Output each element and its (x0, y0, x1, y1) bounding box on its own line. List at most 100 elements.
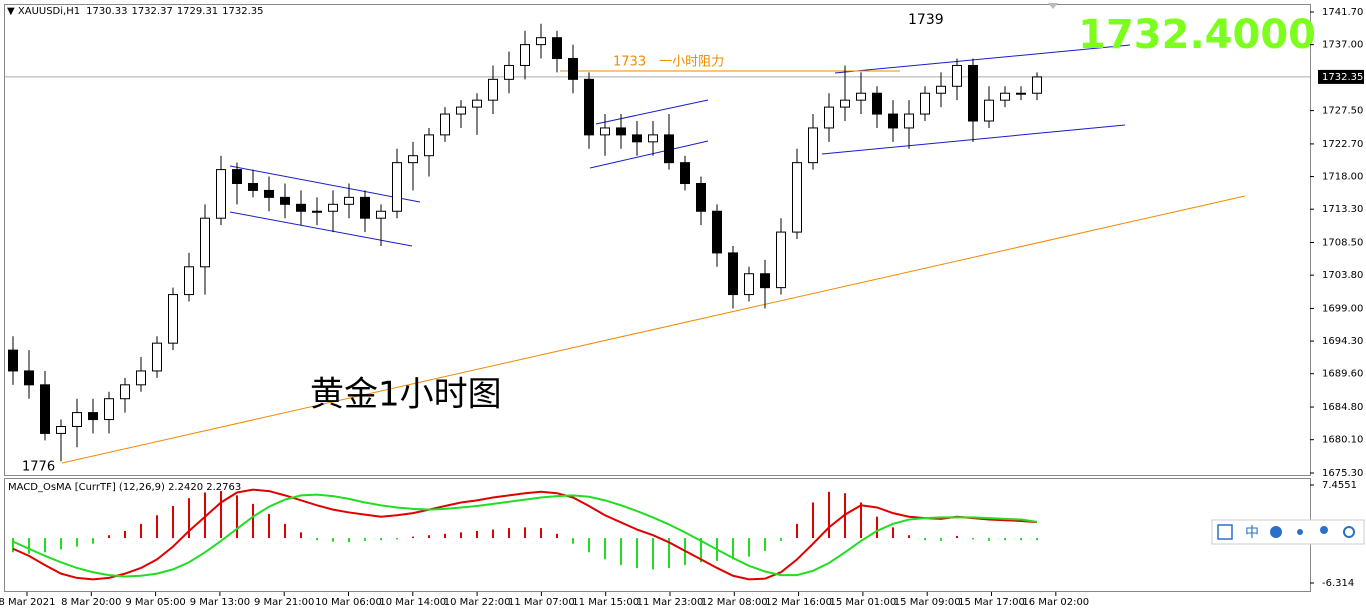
candle-body (184, 266, 194, 296)
y-tick-label: 1680.10 (1322, 435, 1363, 446)
candle-body (168, 294, 178, 344)
candle-body (520, 44, 530, 66)
candle-body (616, 127, 626, 136)
shift-marker (1048, 3, 1058, 9)
candle-body (328, 203, 338, 212)
histogram-bar (1004, 538, 1006, 541)
candle-body (248, 182, 258, 191)
candle-body (1000, 92, 1010, 101)
histogram-bar (572, 538, 574, 544)
icon[interactable] (1297, 529, 1303, 535)
histogram-bar (156, 515, 158, 539)
candle-body (712, 210, 722, 254)
icon[interactable] (1217, 524, 1233, 540)
candle-body (120, 384, 130, 400)
y-tick-label: 1713.30 (1322, 204, 1363, 215)
histogram-bar (124, 530, 126, 539)
candle-body (408, 155, 418, 164)
icon[interactable] (1343, 526, 1355, 538)
macd-line (12, 488, 1038, 581)
candle-body (840, 99, 850, 108)
candle-body (152, 342, 162, 372)
candle-body (728, 252, 738, 296)
histogram-bar (332, 538, 334, 542)
candle-body (568, 58, 578, 80)
price-annotation: 1732.4000 (1078, 12, 1316, 58)
y-tick-label: 1737.00 (1322, 40, 1363, 51)
histogram-bar (668, 538, 670, 568)
candle-body (936, 85, 946, 94)
histogram-bar (828, 491, 830, 539)
trend-line (61, 195, 1246, 464)
candle-body (200, 217, 210, 268)
icon[interactable] (1320, 526, 1328, 534)
indicator-tick-label: -6.314 (1322, 578, 1354, 589)
x-tick-label: 10 Mar 06:00 (315, 597, 382, 608)
candle-body (312, 210, 322, 213)
candle-body (456, 106, 466, 115)
ohlc-value: 1730.33 (86, 6, 127, 17)
histogram-bar (28, 538, 30, 554)
x-tick-label: 10 Mar 14:00 (379, 597, 446, 608)
candle-body (424, 134, 434, 157)
candle-body (72, 412, 82, 427)
histogram-bar (876, 516, 878, 539)
histogram-bar (284, 523, 286, 539)
histogram-bar (76, 538, 78, 547)
candle-body (824, 106, 834, 129)
histogram-bar (908, 535, 910, 539)
candle-body (8, 349, 18, 372)
x-tick-label: 9 Mar 21:00 (254, 597, 314, 608)
toolbar-frame (1211, 519, 1365, 545)
candle-body (56, 425, 66, 434)
histogram-bar (140, 523, 142, 539)
candle-body (1032, 76, 1042, 94)
histogram-bar (204, 492, 206, 539)
histogram-bar (524, 527, 526, 539)
y-tick-label: 1689.60 (1322, 369, 1363, 380)
ohlc-value: 1732.37 (131, 6, 172, 17)
histogram-bar (396, 538, 398, 540)
channel-line (834, 44, 1131, 74)
ohlc-value: 1729.31 (177, 6, 218, 17)
histogram-bar (860, 502, 862, 539)
candle-body (264, 189, 274, 198)
annotation: 1776 (22, 460, 55, 475)
candle-body (488, 78, 498, 101)
icon[interactable] (1270, 526, 1282, 538)
histogram-bar (444, 533, 446, 539)
histogram-bar (300, 532, 302, 539)
candle-body (344, 196, 354, 205)
histogram-bar (1036, 538, 1038, 541)
candle-body (920, 92, 930, 115)
current-price-label: 1732.35 (1322, 72, 1363, 83)
candle-body (984, 99, 994, 122)
candle-body (504, 64, 514, 80)
toolbar-button[interactable]: 中 (1245, 525, 1259, 541)
histogram-bar (12, 538, 14, 553)
candle-body (808, 127, 818, 164)
histogram-bar (348, 538, 350, 543)
y-tick-label: 1703.80 (1322, 270, 1363, 281)
candle-body (232, 169, 242, 184)
histogram-bar (764, 538, 766, 551)
histogram-bar (812, 502, 814, 539)
histogram-bar (172, 506, 174, 539)
candle-body (552, 37, 562, 60)
histogram-bar (988, 538, 990, 541)
histogram-bar (636, 538, 638, 568)
histogram-bar (108, 535, 110, 539)
channel-line (589, 140, 709, 169)
y-tick-label: 1727.50 (1322, 106, 1363, 117)
candle-body (40, 384, 50, 434)
y-tick-label: 1708.50 (1322, 238, 1363, 249)
channel-line (229, 211, 413, 247)
x-tick-label: 9 Mar 13:00 (190, 597, 250, 608)
candle-body (24, 370, 34, 386)
symbol: XAUUSDi,H1 (18, 6, 80, 17)
x-tick-label: 11 Mar 15:00 (572, 597, 639, 608)
histogram-bar (92, 538, 94, 544)
histogram-bar (540, 528, 542, 539)
